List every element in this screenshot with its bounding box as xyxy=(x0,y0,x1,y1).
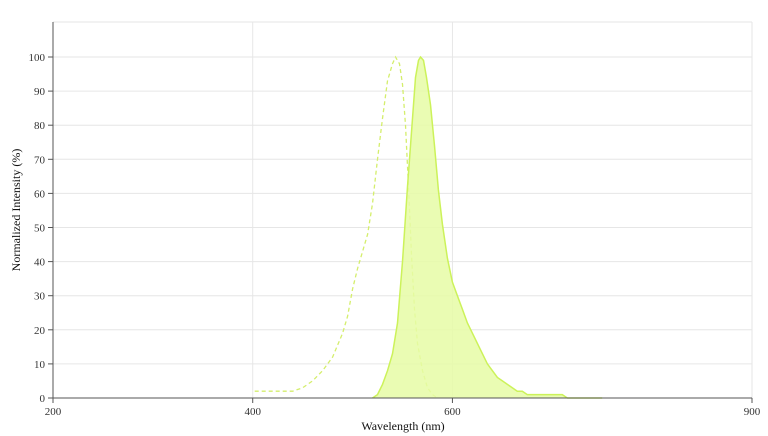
y-tick-label: 10 xyxy=(34,359,46,371)
y-ticks: 0 10 20 30 40 50 60 70 80 90 100 xyxy=(29,52,53,405)
series-layer xyxy=(254,55,603,399)
x-axis-title: Wavelength (nm) xyxy=(361,419,444,433)
x-tick-label: 200 xyxy=(45,406,62,418)
x-ticks: 200 400 600 900 xyxy=(45,398,761,418)
y-tick-label: 70 xyxy=(34,154,46,166)
y-tick-label: 60 xyxy=(34,188,46,200)
x-tick-label: 600 xyxy=(444,406,461,418)
axes xyxy=(52,22,752,399)
x-tick-label: 400 xyxy=(244,406,261,418)
y-tick-label: 90 xyxy=(34,86,46,98)
emission-line xyxy=(372,55,603,399)
y-tick-label: 80 xyxy=(34,120,46,132)
y-axis-title: Normalized Intensity (%) xyxy=(9,149,23,272)
y-tick-label: 100 xyxy=(29,52,46,64)
y-tick-label: 20 xyxy=(34,325,46,337)
y-tick-label: 30 xyxy=(34,291,46,303)
y-tick-label: 0 xyxy=(40,393,46,405)
y-tick-label: 50 xyxy=(34,223,46,235)
x-tick-label: 900 xyxy=(744,406,761,418)
y-tick-label: 40 xyxy=(34,257,46,269)
emission-area xyxy=(372,57,603,398)
